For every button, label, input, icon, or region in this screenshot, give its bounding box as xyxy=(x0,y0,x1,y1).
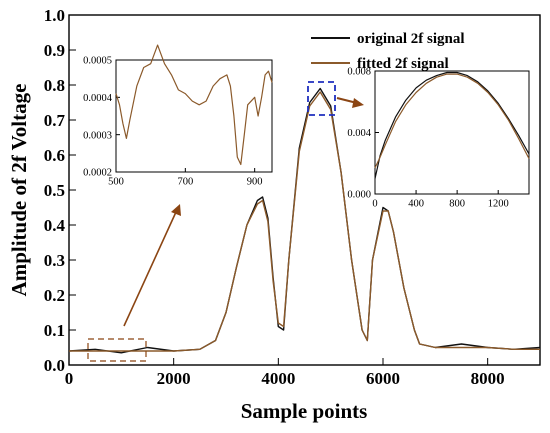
main-x-tick-label: 2000 xyxy=(157,369,191,388)
inset-left: 500 700 900 0.0002 0.0003 0.0004 0.0005 xyxy=(83,44,273,188)
main-series-fitted-2f-signal xyxy=(69,91,540,352)
y-axis-label: Amplitude of 2f Voltage xyxy=(7,84,31,297)
inset-left-series-lines xyxy=(115,44,273,166)
main-y-tick-label: 0.7 xyxy=(44,111,66,130)
main-y-tick-label: 0.5 xyxy=(44,181,65,200)
inset-right-series-1 xyxy=(374,73,530,169)
main-axis-ticks: 0 2000 4000 6000 80000.00.10.20.30.40.50.60.… xyxy=(44,6,505,388)
main-y-tick-label: 0.3 xyxy=(44,251,65,270)
inset-left-series-0 xyxy=(115,44,273,166)
main-x-tick-label: 6000 xyxy=(366,369,400,388)
main-y-tick-label: 1.0 xyxy=(44,6,65,25)
main-x-tick-label: 4000 xyxy=(261,369,295,388)
inset-right-y-tick-label: 0.000 xyxy=(347,190,371,201)
main-y-tick-label: 0.6 xyxy=(44,146,65,165)
inset-left-x-tick-label: 900 xyxy=(247,177,263,188)
arrow-to-left-inset xyxy=(123,211,177,327)
inset-right-x-tick-label: 800 xyxy=(449,199,465,210)
inset-right: 0 400 800 1200 0.000 0.004 0.008 xyxy=(347,67,530,210)
inset-left-y-tick-label: 0.0005 xyxy=(83,56,112,67)
main-y-tick-label: 0.1 xyxy=(44,321,65,340)
main-y-tick-label: 0.2 xyxy=(44,286,65,305)
arrowhead-right-inset xyxy=(352,98,364,108)
inset-left-axis-ticks: 500 700 900 0.0002 0.0003 0.0004 0.0005 xyxy=(83,56,262,188)
inset-left-frame xyxy=(115,59,273,173)
main-y-tick-label: 0.0 xyxy=(44,356,65,375)
inset-left-y-tick-label: 0.0004 xyxy=(83,93,113,104)
inset-left-x-tick-label: 500 xyxy=(108,177,124,188)
inset-right-y-tick-label: 0.008 xyxy=(347,67,371,78)
main-x-tick-label: 8000 xyxy=(471,369,505,388)
peak-highlight-box xyxy=(307,81,336,116)
inset-right-x-tick-label: 1200 xyxy=(488,199,509,210)
legend-label-original: original 2f signal xyxy=(357,31,465,47)
main-x-tick-label: 0 xyxy=(65,369,74,388)
inset-left-y-tick-label: 0.0003 xyxy=(83,130,112,141)
inset-right-y-tick-label: 0.004 xyxy=(347,128,371,139)
main-y-tick-label: 0.4 xyxy=(44,216,66,235)
inset-right-series-lines xyxy=(374,71,530,179)
main-y-tick-label: 0.8 xyxy=(44,76,65,95)
main-series-lines xyxy=(68,87,541,354)
x-axis-label: Sample points xyxy=(241,399,368,423)
legend-label-fitted: fitted 2f signal xyxy=(357,56,449,72)
main-y-tick-label: 0.9 xyxy=(44,41,65,60)
inset-right-axis-ticks: 0 400 800 1200 0.000 0.004 0.008 xyxy=(347,67,508,210)
inset-right-x-tick-label: 0 xyxy=(372,199,377,210)
inset-right-x-tick-label: 400 xyxy=(408,199,424,210)
inset-left-x-tick-label: 700 xyxy=(177,177,193,188)
main-plot: 0 2000 4000 6000 80000.00.10.20.30.40.50.60.… xyxy=(7,6,541,423)
inset-left-y-tick-label: 0.0002 xyxy=(83,168,112,179)
inset-right-series-0 xyxy=(374,71,530,179)
inset-right-frame xyxy=(374,70,530,195)
legend: original 2f signal fitted 2f signal xyxy=(311,31,465,72)
arrowhead-left-inset xyxy=(171,204,181,216)
